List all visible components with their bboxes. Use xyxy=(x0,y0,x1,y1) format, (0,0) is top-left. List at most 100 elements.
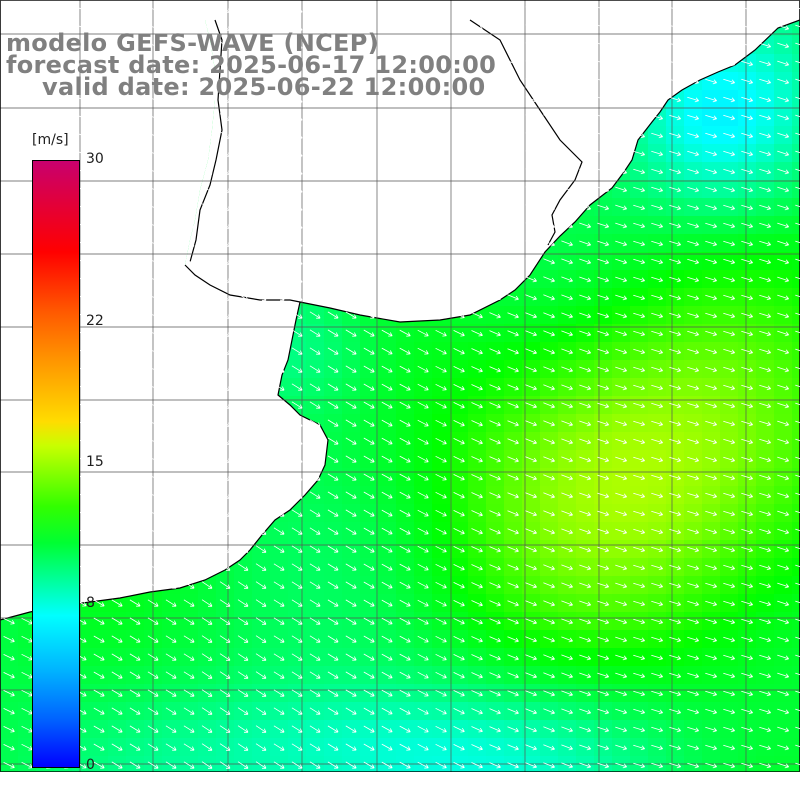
wind-arrow xyxy=(669,60,682,67)
wind-arrow xyxy=(57,59,69,67)
wind-arrow xyxy=(147,653,159,661)
wind-arrow xyxy=(741,762,754,769)
wind-arrow xyxy=(777,6,790,13)
wind-arrow xyxy=(651,546,664,553)
wind-arrow xyxy=(291,95,303,103)
wind-arrow xyxy=(507,708,519,715)
wind-arrow xyxy=(291,41,303,49)
wind-arrow xyxy=(93,41,105,49)
wind-arrow xyxy=(345,401,357,409)
wind-arrow xyxy=(201,707,213,715)
wind-arrow xyxy=(3,690,15,697)
wind-arrow xyxy=(561,240,573,247)
wind-arrow xyxy=(471,168,483,175)
wind-arrow xyxy=(327,149,339,157)
wind-arrow xyxy=(219,473,231,481)
wind-arrow xyxy=(669,258,682,265)
wind-arrow xyxy=(525,366,537,373)
wind-arrow xyxy=(489,456,501,463)
wind-arrow xyxy=(435,131,447,139)
wind-speed-cell xyxy=(792,684,800,703)
wind-arrow xyxy=(363,5,375,13)
wind-arrow xyxy=(219,689,231,697)
wind-arrow xyxy=(39,5,51,13)
wind-arrow xyxy=(345,563,357,571)
wind-arrow xyxy=(561,456,573,463)
wind-arrow xyxy=(525,474,537,481)
wind-arrow xyxy=(309,185,321,193)
wind-arrow xyxy=(579,438,592,445)
wind-arrow xyxy=(759,132,772,139)
wind-arrow xyxy=(93,311,105,319)
forecast-date: forecast date: 2025-06-17 12:00:00 xyxy=(6,51,497,79)
wind-arrow xyxy=(237,239,249,247)
wind-arrow xyxy=(93,383,105,391)
wind-arrow xyxy=(165,635,177,643)
wind-arrow xyxy=(651,474,664,481)
wind-arrow xyxy=(273,41,285,49)
wind-arrow xyxy=(219,563,231,571)
wind-arrow xyxy=(489,168,501,175)
wind-arrow xyxy=(147,347,159,355)
wind-arrow xyxy=(147,743,159,751)
wind-arrow xyxy=(579,312,592,319)
wind-arrow xyxy=(687,474,700,481)
wind-speed-cell xyxy=(792,576,800,595)
wind-arrow xyxy=(597,312,610,319)
wind-arrow xyxy=(255,95,267,103)
wind-arrow xyxy=(381,689,393,697)
wind-arrow xyxy=(381,275,393,283)
wind-arrow xyxy=(39,77,51,85)
wind-arrow xyxy=(399,95,411,103)
wind-arrow xyxy=(75,131,87,139)
wind-arrow xyxy=(363,23,375,31)
wind-arrow xyxy=(543,438,555,445)
wind-arrow xyxy=(93,5,105,13)
wind-arrow xyxy=(219,455,231,463)
wind-arrow xyxy=(381,437,393,445)
wind-arrow xyxy=(255,527,267,535)
wind-arrow xyxy=(507,366,519,373)
wind-speed-cell xyxy=(792,630,800,649)
wind-arrow xyxy=(543,492,555,499)
wind-arrow xyxy=(93,617,105,625)
wind-arrow xyxy=(435,473,447,481)
wind-arrow xyxy=(489,636,501,643)
wind-arrow xyxy=(435,653,447,661)
wind-arrow xyxy=(651,42,664,49)
wind-arrow xyxy=(201,617,213,625)
wind-arrow xyxy=(597,690,610,697)
wind-arrow xyxy=(615,744,628,751)
wind-arrow xyxy=(111,563,123,571)
wind-arrow xyxy=(219,149,231,157)
wind-arrow xyxy=(165,545,177,553)
wind-arrow xyxy=(687,186,700,193)
wind-arrow xyxy=(741,474,754,481)
wind-arrow xyxy=(795,168,800,172)
wind-arrow xyxy=(795,240,800,244)
wind-arrow xyxy=(183,743,195,751)
wind-arrow xyxy=(363,131,375,139)
wind-arrow xyxy=(219,185,231,193)
wind-arrow xyxy=(345,671,357,679)
wind-arrow xyxy=(201,401,213,409)
wind-arrow xyxy=(291,689,303,697)
wind-arrow xyxy=(741,222,754,229)
wind-arrow xyxy=(273,203,285,211)
wind-arrow xyxy=(633,168,646,175)
wind-arrow xyxy=(579,24,592,31)
wind-arrow xyxy=(237,689,249,697)
wind-arrow xyxy=(489,474,501,481)
wind-arrow xyxy=(669,654,682,661)
wind-arrow xyxy=(453,672,465,679)
wind-arrow xyxy=(111,401,123,409)
wind-arrow xyxy=(723,384,736,391)
wind-arrow xyxy=(633,96,646,103)
wind-arrow xyxy=(417,725,429,733)
wind-speed-cell xyxy=(792,738,800,757)
wind-arrow xyxy=(327,23,339,31)
wind-arrow xyxy=(741,420,754,427)
wind-arrow xyxy=(507,654,519,661)
wind-arrow xyxy=(165,167,177,175)
wind-arrow xyxy=(525,672,537,679)
